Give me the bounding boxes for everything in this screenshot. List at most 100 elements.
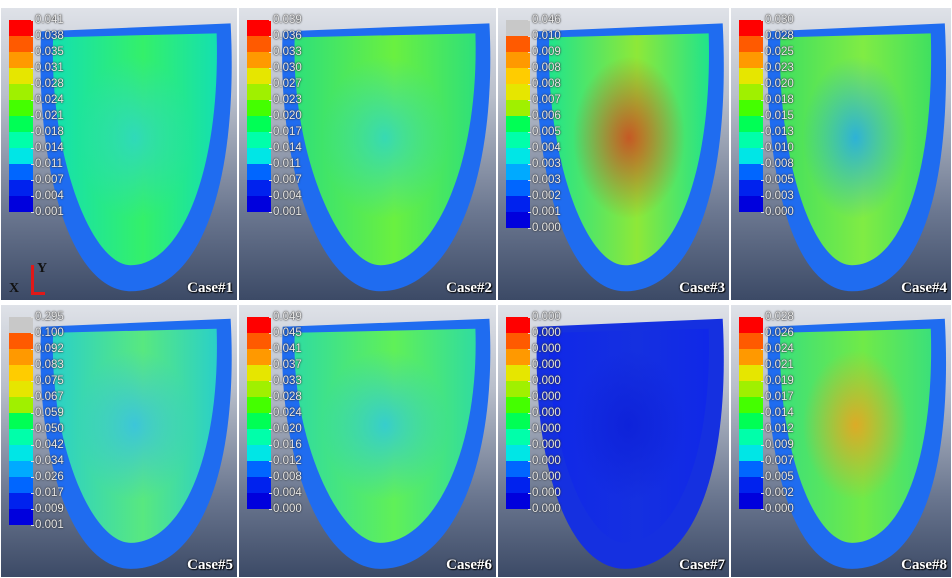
legend-swatch	[9, 317, 33, 333]
legend-tick-label: 0.067	[31, 391, 64, 403]
legend-tick-label: 0.009	[31, 503, 64, 515]
legend-tick-label: 0.027	[269, 78, 302, 90]
legend-swatch	[739, 413, 763, 429]
legend-swatch	[9, 180, 33, 196]
legend-tick-label: 0.038	[31, 30, 64, 42]
color-legend-bar	[506, 20, 530, 228]
legend-tick-label: 0.023	[761, 62, 794, 74]
legend-swatch	[9, 68, 33, 84]
legend-tick-label: 0.000	[528, 359, 561, 371]
legend-swatch	[506, 413, 530, 429]
legend-tick-label: 0.005	[761, 471, 794, 483]
legend-tick-label: 0.041	[31, 14, 64, 26]
legend-swatch	[247, 349, 271, 365]
legend-tick-label: 0.001	[31, 206, 64, 218]
legend-tick-label: 0.015	[761, 110, 794, 122]
legend-tick-label: 0.028	[31, 78, 64, 90]
legend-swatch	[9, 333, 33, 349]
legend-swatch	[9, 365, 33, 381]
color-legend-bar	[506, 317, 530, 509]
legend-swatch	[506, 477, 530, 493]
legend-tick-label: 0.003	[528, 158, 561, 170]
panel-case-7: 0.000 0.000 0.000 0.000 0.000 0.000 0.000 0.000…	[498, 305, 729, 577]
legend-swatch	[247, 317, 271, 333]
legend-tick-label: 0.005	[761, 174, 794, 186]
legend-tick-label: 0.017	[761, 391, 794, 403]
legend-tick-label: 0.012	[269, 455, 302, 467]
legend-tick-label: 0.007	[761, 455, 794, 467]
legend-tick-label: 0.031	[31, 62, 64, 74]
legend-tick-label: 0.011	[269, 158, 301, 170]
legend-tick-label: 0.033	[269, 46, 302, 58]
legend-tick-label: 0.007	[31, 174, 64, 186]
legend-swatch	[506, 180, 530, 196]
legend-swatch	[739, 148, 763, 164]
legend-tick-label: 0.014	[761, 407, 794, 419]
color-legend-bar	[247, 20, 271, 212]
legend-tick-label: 0.020	[761, 78, 794, 90]
legend-tick-label: 0.008	[528, 62, 561, 74]
legend-swatch	[247, 100, 271, 116]
legend-swatch	[739, 477, 763, 493]
legend-tick-label: 0.001	[31, 519, 64, 531]
color-legend-bar	[739, 317, 763, 509]
legend-tick-label: 0.005	[528, 126, 561, 138]
legend-swatch	[9, 84, 33, 100]
legend-tick-label: 0.014	[269, 142, 302, 154]
legend-tick-label: 0.009	[528, 46, 561, 58]
legend-tick-label: 0.003	[761, 190, 794, 202]
legend-swatch	[9, 100, 33, 116]
legend-swatch	[247, 180, 271, 196]
legend-tick-label: 0.004	[269, 190, 302, 202]
legend-tick-label: 0.042	[31, 439, 64, 451]
legend-swatch	[506, 20, 530, 36]
legend-swatch	[739, 493, 763, 509]
legend-tick-label: 0.010	[528, 30, 561, 42]
legend-tick-label: 0.013	[761, 126, 794, 138]
case-label: Case#7	[679, 557, 725, 573]
legend-tick-label: 0.002	[761, 487, 794, 499]
legend-tick-label: 0.024	[269, 407, 302, 419]
legend-swatch	[506, 36, 530, 52]
legend-swatch	[506, 84, 530, 100]
legend-tick-label: 0.000	[528, 487, 561, 499]
legend-tick-label: 0.046	[528, 14, 561, 26]
legend-swatch	[9, 381, 33, 397]
legend-tick-label: 0.000	[528, 455, 561, 467]
legend-tick-label: 0.083	[31, 359, 64, 371]
legend-swatch	[247, 477, 271, 493]
case-label: Case#1	[187, 280, 233, 296]
legend-swatch	[247, 365, 271, 381]
case-label: Case#5	[187, 557, 233, 573]
legend-tick-label: 0.030	[269, 62, 302, 74]
panel-case-5: 0.295 0.100 0.092 0.083 0.075 0.067 0.059 0.050…	[1, 305, 237, 577]
legend-tick-label: 0.021	[31, 110, 64, 122]
legend-tick-label: 0.026	[31, 471, 64, 483]
legend-tick-label: 0.049	[269, 311, 302, 323]
legend-swatch	[739, 196, 763, 212]
legend-swatch	[506, 116, 530, 132]
legend-tick-label: 0.000	[528, 375, 561, 387]
legend-swatch	[506, 100, 530, 116]
legend-tick-label: 0.028	[761, 311, 794, 323]
legend-swatch	[506, 429, 530, 445]
legend-swatch	[739, 132, 763, 148]
legend-swatch	[739, 333, 763, 349]
legend-swatch	[739, 68, 763, 84]
case-label: Case#2	[446, 280, 492, 296]
legend-tick-label: 0.002	[528, 190, 561, 202]
legend-swatch	[247, 84, 271, 100]
legend-tick-label: 0.026	[761, 327, 794, 339]
legend-swatch	[739, 52, 763, 68]
legend-tick-label: 0.000	[761, 206, 794, 218]
legend-swatch	[247, 196, 271, 212]
panel-case-3: 0.046 0.010 0.009 0.008 0.008 0.007 0.006 0.005…	[498, 8, 729, 300]
legend-tick-label: 0.000	[528, 423, 561, 435]
legend-swatch	[739, 461, 763, 477]
legend-tick-label: 0.016	[269, 439, 302, 451]
legend-tick-label: 0.000	[528, 343, 561, 355]
legend-tick-label: 0.010	[761, 142, 794, 154]
legend-swatch	[9, 132, 33, 148]
legend-tick-label: 0.007	[528, 94, 561, 106]
